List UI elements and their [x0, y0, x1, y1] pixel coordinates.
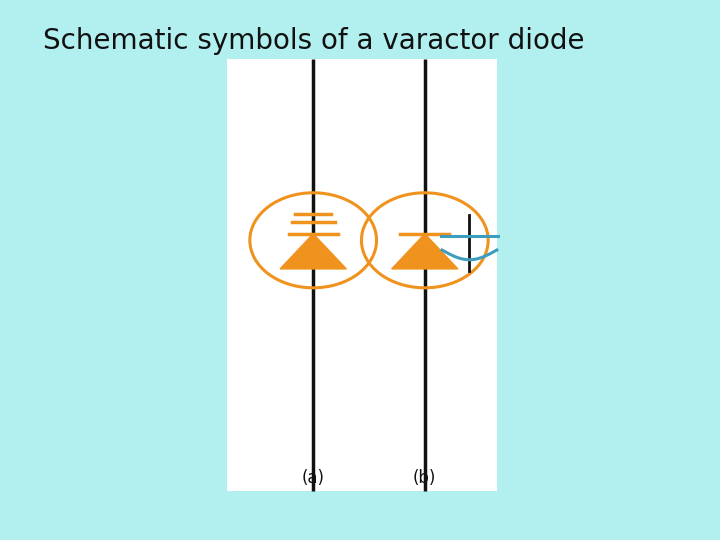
Text: Schematic symbols of a varactor diode: Schematic symbols of a varactor diode: [43, 27, 585, 55]
Text: (b): (b): [413, 469, 436, 487]
FancyBboxPatch shape: [227, 59, 497, 491]
Polygon shape: [280, 234, 346, 269]
Polygon shape: [392, 234, 458, 269]
Text: (a): (a): [302, 469, 325, 487]
